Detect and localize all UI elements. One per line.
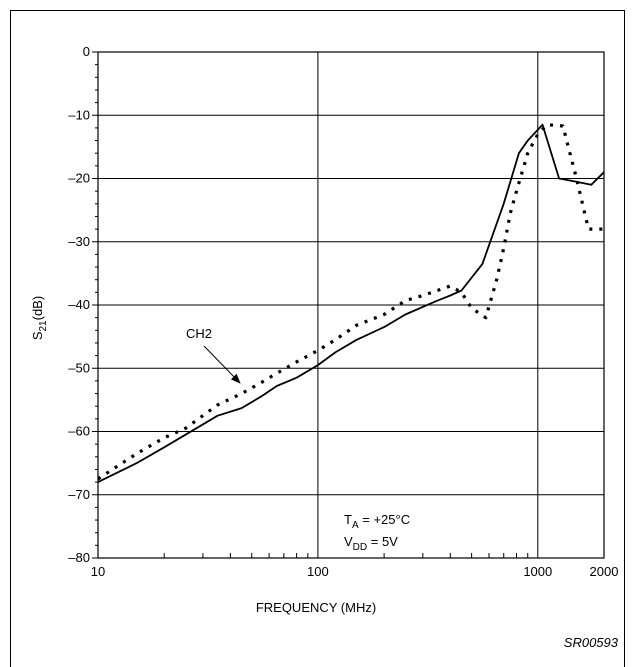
- y-tick-label: –80: [68, 550, 90, 565]
- series-ch2-dotted: [97, 123, 604, 481]
- ch2-arrow: [203, 345, 241, 384]
- series-lines: [97, 123, 605, 483]
- x-axis-title: FREQUENCY (MHz): [256, 600, 376, 615]
- x-tick-label: 100: [307, 564, 329, 579]
- x-tick-label: 10: [91, 564, 105, 579]
- y-tick-label: –10: [68, 107, 90, 122]
- chart-frame: [10, 10, 625, 667]
- y-axis-title: S21(dB): [30, 296, 49, 340]
- x-tick-labels: 10 100 1000 2000: [91, 564, 619, 579]
- y-tick-label: –60: [68, 424, 90, 439]
- temperature-condition: TA = +25°C: [344, 512, 410, 531]
- supply-voltage-condition: VDD = 5V: [344, 534, 398, 553]
- x-tick-label: 1000: [523, 564, 552, 579]
- y-tick-label: –30: [68, 234, 90, 249]
- y-tick-label: –40: [68, 297, 90, 312]
- series-solid: [97, 123, 605, 483]
- y-tick-label: –50: [68, 360, 90, 375]
- y-tick-label: –70: [68, 487, 90, 502]
- plot-area: [97, 51, 605, 559]
- grid-lines: [98, 52, 604, 558]
- x-tick-label: 2000: [590, 564, 619, 579]
- ch2-label: CH2: [186, 326, 212, 341]
- y-tick-labels: 0 –10 –20 –30 –40 –50 –60 –70 –80: [68, 44, 90, 565]
- y-tick-label: –20: [68, 171, 90, 186]
- figure-id: SR00593: [563, 635, 618, 650]
- y-tick-label: 0: [83, 44, 90, 59]
